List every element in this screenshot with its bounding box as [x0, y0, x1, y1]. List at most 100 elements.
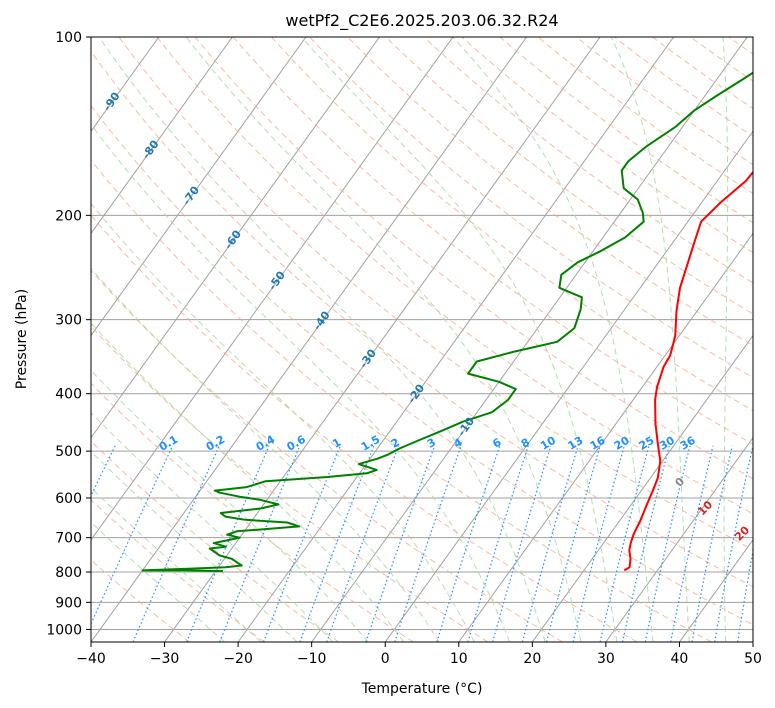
y-tick-label: 100: [55, 30, 82, 46]
axes: −40 −30 −20 −10 0 10 20 30 40 5010020030040050060…: [46, 30, 762, 667]
mixing-ratio-label: 1.5: [359, 433, 382, 454]
moist-adiabat-line: [610, 37, 690, 642]
isotherm-line: [91, 37, 233, 235]
isotherm-label: -50: [266, 269, 288, 293]
isotherm-line: [458, 232, 753, 642]
mixing-ratio-line: [132, 445, 220, 642]
dry-adiabat-line: [537, 37, 753, 195]
isotherm-line: [752, 641, 753, 642]
isotherm-line: [91, 37, 528, 642]
mixing-ratio-line: [670, 445, 714, 642]
dry-adiabat-line: [91, 325, 489, 642]
mixing-ratio-line: [572, 445, 625, 642]
dry-adiabat-label: 0: [673, 475, 688, 490]
dry-adiabat-line: [91, 382, 414, 642]
background-lines: [0, 37, 775, 642]
moist-adiabat-line: [91, 202, 475, 642]
mixing-ratio-line: [521, 445, 579, 642]
isotherm-line: [164, 37, 601, 642]
mixing-ratio-line: [714, 445, 753, 642]
isotherm-label: -20: [405, 382, 427, 406]
mixing-ratio-line: [299, 445, 375, 642]
moist-adiabat-line: [91, 521, 225, 642]
x-tick-label: −10: [297, 651, 327, 667]
isotherm-label: -80: [140, 138, 162, 162]
isotherm-line: [237, 37, 675, 642]
dry-adiabat-line: [613, 37, 753, 137]
moist-adiabat-line: [91, 369, 369, 642]
dry-adiabat-line: [118, 37, 753, 551]
dry-adiabat-line: [767, 37, 775, 642]
mixing-ratio-line: [737, 547, 753, 642]
y-axis-label: Pressure (hPa): [14, 289, 30, 389]
dewpoint-line: [141, 71, 753, 573]
mixing-ratio-label: 3: [425, 436, 438, 451]
y-tick-label: 600: [55, 491, 82, 507]
mixing-ratio-label: 20: [612, 434, 632, 453]
mixing-ratio-label: 1: [330, 436, 343, 451]
profile-lines: [141, 71, 753, 573]
moist-adiabat-line: [91, 322, 404, 642]
mixing-ratio-line: [365, 445, 436, 642]
mixing-ratio-label: 0.1: [157, 433, 180, 454]
moist-adiabat-line: [301, 37, 618, 642]
x-tick-label: 0: [381, 651, 390, 667]
isotherm-label: -90: [101, 90, 123, 114]
dry-adiabat-line: [91, 440, 340, 642]
mixing-ratio-label: 25: [637, 434, 657, 453]
isotherm-label: -70: [180, 184, 202, 208]
moist-adiabat-line: [91, 487, 262, 642]
x-axis-label: Temperature (°C): [361, 681, 483, 697]
dry-adiabat-line: [461, 37, 753, 254]
moist-adiabat-line: [91, 123, 511, 642]
x-tick-label: −30: [150, 651, 180, 667]
mixing-ratio-line: [691, 445, 733, 642]
mixing-ratio-label: 30: [657, 434, 677, 453]
y-tick-label: 700: [55, 531, 82, 547]
mixing-ratio-line: [599, 445, 650, 642]
dry-adiabat-line: [156, 37, 753, 515]
temperature-line: [623, 170, 753, 572]
moist-adiabat-line: [98, 37, 546, 642]
isotherm-line: [605, 436, 753, 642]
dry-adiabat-line: [232, 37, 753, 445]
x-tick-label: 40: [671, 651, 689, 667]
y-tick-label: 400: [55, 387, 82, 403]
dry-adiabat-line: [194, 37, 753, 480]
mixing-ratio-label: 16: [588, 434, 608, 453]
x-tick-label: 20: [523, 651, 541, 667]
dry-adiabat-line: [690, 37, 753, 82]
mixing-ratio-line: [546, 445, 601, 642]
mixing-ratio-line: [394, 445, 462, 642]
mixing-ratio-line: [262, 445, 341, 642]
mixing-ratio-line: [326, 445, 400, 642]
dry-adiabat-line: [347, 37, 753, 347]
dry-adiabat-line: [91, 499, 265, 642]
x-tick-label: 10: [450, 651, 468, 667]
x-tick-label: −40: [76, 651, 106, 667]
y-tick-label: 800: [55, 565, 82, 581]
mixing-ratio-label: 10: [538, 434, 558, 453]
dry-adiabat-line: [728, 37, 753, 55]
x-tick-label: 30: [597, 651, 615, 667]
moist-adiabat-line: [91, 412, 334, 642]
moist-adiabat-line: [452, 37, 654, 642]
chart-title: wetPf2_C2E6.2025.203.06.32.R24: [285, 11, 558, 31]
dry-adiabat-line: [271, 37, 753, 412]
dry-adiabat-line: [309, 37, 753, 379]
isotherm-label: -30: [357, 347, 379, 371]
moist-adiabat-line: [91, 450, 298, 642]
x-tick-label: −20: [223, 651, 253, 667]
isotherm-line: [91, 37, 380, 439]
dry-adiabat-line: [91, 214, 638, 642]
isotherm-line: [531, 334, 753, 642]
isotherm-line: [91, 37, 454, 541]
y-tick-label: 1000: [46, 622, 82, 638]
mixing-ratio-label: 0.2: [204, 433, 227, 454]
isotherm-line: [384, 130, 753, 642]
dry-adiabat-line: [499, 37, 753, 224]
isotherm-line: [0, 37, 12, 642]
y-tick-label: 300: [55, 313, 82, 329]
y-tick-label: 900: [55, 595, 82, 611]
